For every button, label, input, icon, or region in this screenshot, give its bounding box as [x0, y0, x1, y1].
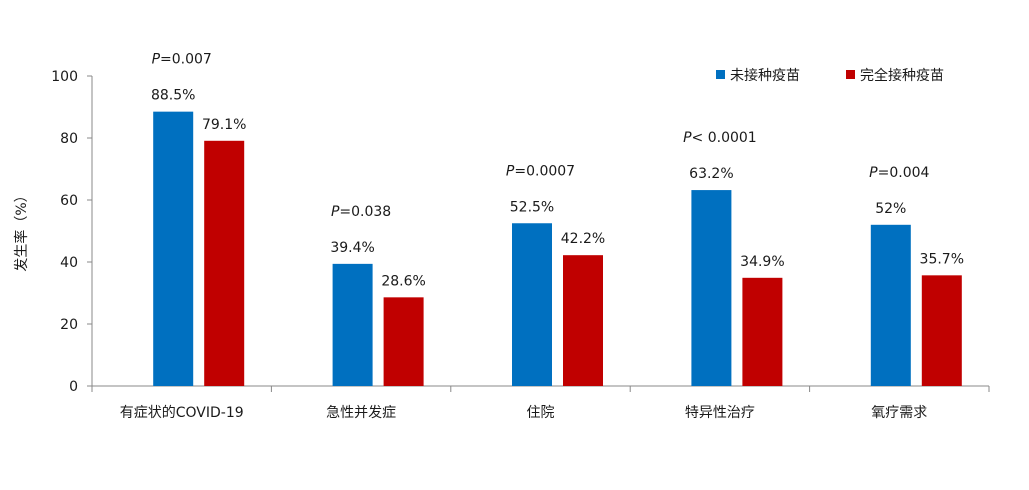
p-value-annotation: P< 0.0001	[683, 130, 757, 146]
legend-label: 完全接种疫苗	[860, 67, 944, 84]
legend-swatch	[716, 70, 725, 79]
bar-fully-vaccinated	[204, 140, 245, 386]
legend-swatch	[846, 70, 855, 79]
x-category-label: 住院	[527, 405, 555, 421]
bar-unvaccinated	[691, 190, 732, 386]
bar-value-label: 52%	[875, 201, 906, 217]
p-value-annotation: P=0.007	[152, 52, 212, 68]
p-value-number: < 0.0001	[692, 130, 757, 146]
y-tick-label: 60	[60, 193, 78, 209]
bar-value-label: 52.5%	[510, 199, 554, 215]
bar-unvaccinated	[512, 223, 552, 386]
bar-unvaccinated	[153, 111, 194, 387]
bar-value-label: 39.4%	[330, 240, 374, 256]
y-tick-label: 80	[60, 131, 78, 147]
p-value-annotation: P=0.038	[331, 204, 391, 220]
p-value-number: =0.004	[878, 165, 930, 181]
bar-fully-vaccinated	[921, 275, 962, 386]
p-value-annotation: P=0.0007	[506, 163, 575, 179]
bar-fully-vaccinated	[383, 297, 424, 386]
bar-value-label: 79.1%	[202, 117, 246, 133]
x-category-label: 有症状的COVID-19	[120, 405, 244, 421]
x-category-label: 氧疗需求	[871, 405, 927, 421]
p-value-symbol: P	[683, 130, 692, 146]
bar-value-label: 28.6%	[381, 273, 425, 289]
p-value-symbol: P	[506, 163, 515, 179]
y-tick-label: 40	[60, 255, 78, 271]
p-value-symbol: P	[331, 204, 340, 220]
x-category-label: 急性并发症	[326, 405, 396, 421]
x-category-label: 特异性治疗	[685, 405, 755, 421]
bar-value-label: 35.7%	[920, 251, 964, 267]
p-value-annotation: P=0.004	[869, 165, 929, 181]
p-value-number: =0.038	[339, 204, 391, 220]
bar-value-label: 34.9%	[740, 254, 784, 270]
bar-value-label: 88.5%	[151, 88, 195, 104]
bar-value-label: 63.2%	[689, 166, 733, 182]
bar-fully-vaccinated	[742, 277, 783, 386]
p-value-symbol: P	[869, 165, 878, 181]
bar-fully-vaccinated	[563, 255, 603, 386]
p-value-symbol: P	[152, 52, 161, 68]
y-tick-label: 20	[60, 317, 78, 333]
legend-label: 未接种疫苗	[730, 67, 800, 84]
p-value-number: =0.0007	[514, 163, 575, 179]
p-value-number: =0.007	[160, 52, 212, 68]
y-tick-label: 0	[69, 379, 78, 395]
bar-value-label: 42.2%	[561, 231, 605, 247]
y-tick-label: 100	[51, 69, 78, 85]
bar-unvaccinated	[870, 224, 911, 386]
bar-unvaccinated	[332, 263, 373, 386]
y-axis-title: 发生率（%）	[13, 188, 30, 271]
